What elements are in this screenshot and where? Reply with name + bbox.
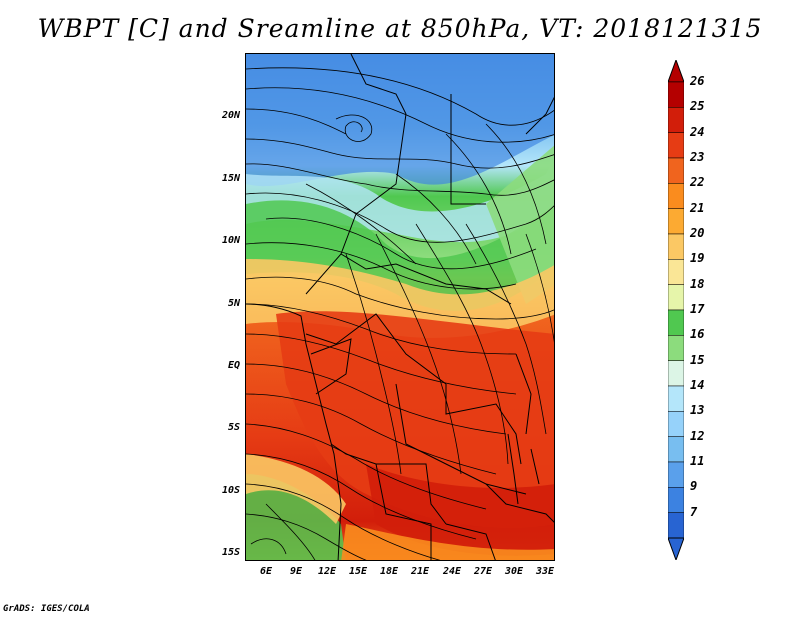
- colorbar-top-arrow: [668, 60, 684, 83]
- lon-label-18e: 18E: [379, 566, 399, 577]
- lat-label-10s: 10S: [221, 485, 240, 496]
- colorbar-label: 21: [690, 200, 705, 215]
- lon-label-12e: 12E: [317, 566, 337, 577]
- colorbar-cell: [668, 461, 684, 488]
- wbpt-streamline-map: [246, 54, 554, 560]
- colorbar-label: 26: [690, 74, 705, 88]
- lat-label-eq: EQ: [227, 360, 240, 371]
- colorbar-cell: [668, 360, 684, 387]
- lon-label-6e: 6E: [259, 566, 273, 577]
- colorbar-cell: [668, 183, 684, 209]
- grads-credit: GrADS: IGES/COLA: [3, 604, 90, 614]
- colorbar-cell: [668, 335, 684, 361]
- colorbar-cell: [668, 81, 684, 108]
- colorbar-label: 15: [690, 352, 705, 367]
- colorbar-cell: [668, 259, 684, 285]
- colorbar-bottom-arrow: [668, 537, 684, 560]
- map-title: WBPT [C] and Sreamline at 850hPa, VT: 20…: [37, 14, 763, 43]
- colorbar-label: 18: [690, 276, 705, 291]
- colorbar-label: 13: [690, 403, 705, 418]
- colorbar-label: 7: [690, 504, 698, 519]
- colorbar-cell: [668, 233, 684, 260]
- lon-label-30e: 30E: [504, 566, 524, 577]
- lon-label-33e: 33E: [535, 566, 555, 577]
- colorbar-cell: [668, 385, 684, 412]
- colorbar-cell: [668, 132, 684, 159]
- lon-label-9e: 9E: [289, 566, 303, 577]
- colorbar-label: 20: [690, 226, 705, 240]
- colorbar-label: 25: [690, 99, 705, 114]
- colorbar-label: 16: [690, 327, 705, 342]
- map-plot: [245, 53, 555, 561]
- wbpt-southwest-yellow: [246, 454, 346, 524]
- colorbar-cell: [668, 284, 684, 311]
- colorbar-cell: [668, 487, 684, 513]
- colorbar-label: 17: [690, 302, 705, 316]
- lon-label-15e: 15E: [348, 566, 368, 577]
- colorbar-label: 12: [690, 428, 705, 443]
- colorbar-label: 24: [690, 124, 705, 139]
- lon-label-27e: 27E: [473, 566, 493, 577]
- colorbar-cell: [668, 157, 684, 184]
- wbpt-cool-region: [246, 54, 554, 187]
- lon-label-21e: 21E: [410, 566, 430, 577]
- lat-label-5n: 5N: [227, 298, 240, 309]
- colorbar-cell: [668, 208, 684, 235]
- lon-label-24e: 24E: [442, 566, 462, 577]
- colorbar-label: 11: [690, 454, 705, 468]
- colorbar-label: 22: [690, 175, 705, 190]
- lake-outlines: [507, 353, 540, 505]
- colorbar-cells: [668, 60, 684, 560]
- colorbar: [668, 60, 684, 560]
- east-coast: [525, 96, 554, 135]
- wbpt-south-orange: [341, 524, 554, 560]
- colorbar-cell: [668, 411, 684, 437]
- colorbar-label: 23: [690, 150, 705, 164]
- lat-label-10n: 10N: [221, 235, 240, 246]
- colorbar-label: 14: [690, 378, 705, 392]
- colorbar-cell: [668, 512, 684, 539]
- wbpt-light-green-patch: [486, 145, 554, 304]
- wbpt-warm-core: [276, 311, 554, 528]
- colorbar-label: 19: [690, 251, 705, 266]
- wbpt-southwest-cool: [246, 474, 346, 560]
- colorbar-cell: [668, 309, 684, 336]
- lat-label-15n: 15N: [221, 173, 240, 184]
- colorbar-cell: [668, 107, 684, 133]
- colorbar-label: 9: [690, 479, 698, 494]
- colorbar-cell: [668, 436, 684, 463]
- wbpt-green-band: [246, 200, 554, 311]
- lat-label-5s: 5S: [227, 422, 240, 433]
- lat-label-20n: 20N: [221, 110, 240, 121]
- lat-label-15s: 15S: [221, 547, 240, 558]
- streamlines: [246, 67, 554, 560]
